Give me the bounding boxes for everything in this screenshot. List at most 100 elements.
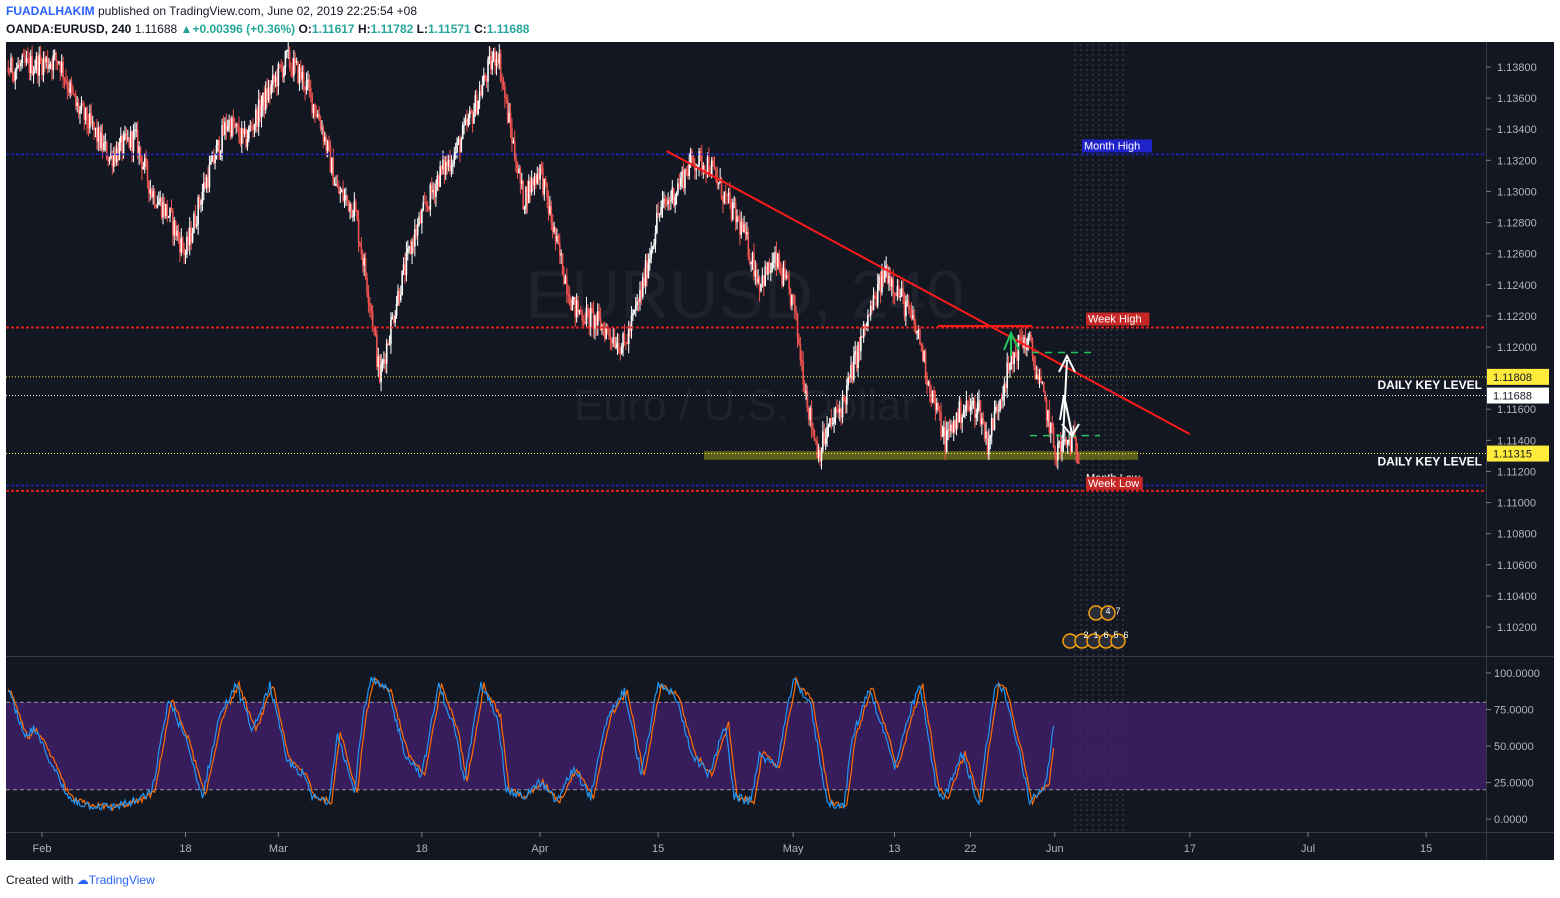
trendline: [666, 150, 1191, 435]
candle-body: [684, 169, 686, 188]
candle-body: [359, 242, 361, 247]
candle-body: [397, 290, 399, 305]
candle-body: [903, 293, 906, 317]
candle-body: [293, 58, 295, 76]
candle-body: [153, 191, 156, 206]
candle-body: [1076, 453, 1079, 463]
candle-body: [982, 418, 985, 424]
candle-body: [581, 313, 584, 321]
candle-body: [87, 124, 90, 129]
candle-body: [100, 133, 102, 149]
candle-body: [900, 288, 903, 296]
candle-body: [754, 270, 757, 277]
candle-body: [35, 56, 38, 69]
tradingview-link[interactable]: TradingView: [88, 873, 155, 887]
candle-body: [1016, 356, 1018, 361]
support-zone-box: [704, 451, 1138, 460]
candle-body: [737, 216, 740, 219]
price-tick-label: 1.12200: [1497, 311, 1537, 323]
high-value: 1.11782: [370, 22, 414, 36]
candle-body: [77, 102, 80, 114]
candle-body: [269, 87, 271, 95]
candle-body: [470, 111, 472, 113]
candle-body: [664, 199, 667, 204]
candle-body: [554, 227, 557, 242]
candle-body: [882, 270, 885, 283]
candle-body: [335, 183, 337, 185]
candle-body: [484, 75, 487, 80]
candle-body: [91, 122, 94, 124]
price-tick-label: 1.11000: [1497, 498, 1536, 510]
candle-body: [401, 270, 403, 296]
candle-body: [184, 253, 187, 256]
candle-body: [902, 288, 904, 294]
candle-body: [453, 152, 456, 164]
candle-body: [174, 220, 177, 237]
candle-body: [788, 278, 790, 289]
candle-body: [318, 113, 320, 121]
candle-body: [959, 401, 962, 423]
candle-body: [443, 159, 446, 175]
candle-body: [436, 175, 439, 184]
candle-body: [315, 114, 318, 117]
candle-body: [570, 304, 572, 311]
candle-body: [270, 84, 273, 95]
candle-body: [972, 400, 975, 402]
candle-body: [138, 146, 140, 156]
candle-body: [523, 206, 526, 210]
time-tick-label: 13: [888, 843, 900, 855]
candle-body: [217, 140, 219, 146]
candle-body: [380, 364, 382, 383]
candle-body: [73, 93, 76, 96]
author-link[interactable]: FUADALHAKIM: [6, 4, 95, 18]
candle-body: [546, 182, 548, 199]
close-value: 1.11688: [486, 22, 530, 36]
candle-body: [218, 140, 221, 157]
candle-body: [418, 216, 420, 225]
candle-body: [203, 182, 205, 192]
candle-body: [568, 294, 571, 305]
candle-body: [419, 216, 422, 224]
candle-body: [1020, 335, 1023, 341]
candle-body: [191, 232, 194, 243]
open-value: 1.11617: [311, 22, 355, 36]
candle-body: [340, 189, 343, 192]
event-count: 4: [1105, 606, 1110, 616]
candle-body: [940, 412, 942, 437]
candle-body: [21, 55, 24, 63]
candle-body: [1055, 454, 1058, 461]
candle-body: [450, 165, 453, 171]
candle-body: [789, 288, 792, 306]
candle-body: [847, 376, 849, 386]
candle-body: [156, 204, 159, 208]
candle-body: [777, 253, 779, 267]
candle-body: [224, 122, 226, 136]
candle-body: [799, 344, 802, 360]
candle-body: [619, 352, 622, 354]
candle-body: [829, 418, 831, 427]
candle-body: [781, 272, 783, 286]
candle-body: [961, 417, 963, 423]
candle-body: [615, 347, 617, 349]
candle-body: [481, 85, 484, 96]
candle-body: [304, 86, 306, 90]
candle-body: [857, 342, 859, 369]
candle-body: [768, 262, 771, 273]
candle-body: [567, 294, 570, 296]
candle-body: [42, 58, 45, 75]
candle-body: [129, 131, 132, 148]
current-price-tag: 1.11688: [1493, 391, 1532, 403]
price-tick-label: 1.11200: [1497, 466, 1536, 478]
candle-body: [933, 390, 935, 399]
white-path-line: [1059, 394, 1065, 421]
candle-body: [239, 137, 242, 144]
candle-body: [312, 104, 315, 113]
candle-body: [891, 278, 893, 287]
candle-body: [639, 289, 641, 303]
candle-body: [263, 92, 266, 110]
candle-body: [519, 168, 522, 184]
candle-body: [1012, 351, 1014, 364]
candle-body: [173, 220, 176, 236]
candle-body: [573, 297, 575, 300]
